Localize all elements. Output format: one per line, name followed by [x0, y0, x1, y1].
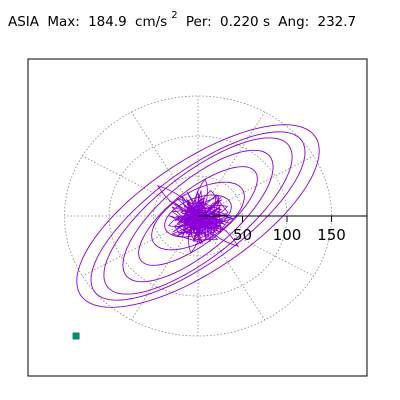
max-unit: cm/s 2: [135, 10, 178, 30]
trace-petal-1: [197, 205, 229, 218]
max-value: 184.9: [88, 13, 127, 30]
trace-loop-3: [103, 137, 293, 295]
tick-label-50: 50: [233, 226, 252, 244]
trace-petal-4: [167, 214, 199, 227]
endpoint-marker-group: [72, 332, 80, 340]
trace-loop-2: [90, 131, 306, 301]
radial-axis: 50 100 150: [198, 215, 367, 244]
angle-value: 232.7: [317, 13, 357, 30]
tick-label-150: 150: [317, 226, 346, 244]
trace-petal-5: [188, 215, 201, 254]
trace-petal-2: [195, 178, 208, 217]
trace-loop-5: [138, 166, 258, 266]
tick-label-100: 100: [273, 226, 302, 244]
station-code: ASIA: [8, 13, 40, 30]
max-unit-base: cm/s: [135, 13, 168, 30]
trace-loop-4: [122, 149, 274, 283]
trace-petal-3: [156, 185, 199, 217]
grid-spoke-120: [130, 111, 199, 217]
endpoint-marker: [72, 332, 80, 340]
angle-label: Ang:: [278, 13, 310, 30]
period-value: 0.220 s: [220, 13, 270, 30]
trace-loop-1: [76, 124, 320, 308]
particle-motion-trace: [76, 124, 320, 308]
plot-frame: [27, 58, 368, 377]
period-label: Per:: [185, 13, 212, 30]
trace-petal-6: [197, 215, 240, 247]
max-unit-exponent: 2: [171, 10, 178, 21]
grid-spoke-300: [197, 215, 266, 321]
chart-title: ASIA Max: 184.9 cm/s 2 Per: 0.220 s Ang: …: [8, 10, 360, 30]
max-label: Max:: [47, 13, 80, 30]
